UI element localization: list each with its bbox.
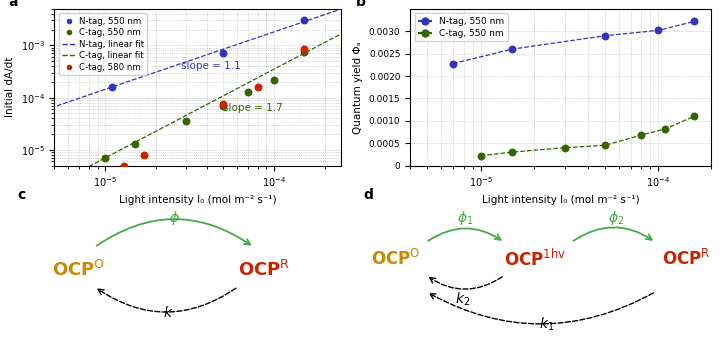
- Text: OCP$^\mathsf{1hv}$: OCP$^\mathsf{1hv}$: [504, 248, 566, 269]
- Point: [129, 141, 141, 147]
- Point: [688, 114, 700, 119]
- Text: $\phi_2$: $\phi_2$: [608, 209, 624, 227]
- Point: [660, 126, 672, 132]
- Point: [652, 27, 664, 33]
- Point: [560, 145, 571, 151]
- Point: [298, 46, 309, 52]
- Point: [506, 46, 518, 52]
- Legend: N-tag, 550 nm, C-tag, 550 nm, N-tag, linear fit, C-tag, linear fit, C-tag, 580 n: N-tag, 550 nm, C-tag, 550 nm, N-tag, lin…: [59, 13, 147, 75]
- Point: [268, 77, 280, 83]
- FancyArrowPatch shape: [98, 288, 236, 312]
- Text: OCP$^\mathsf{O}$: OCP$^\mathsf{O}$: [371, 249, 420, 269]
- Point: [447, 61, 459, 66]
- Text: b: b: [356, 0, 366, 9]
- FancyArrowPatch shape: [97, 219, 250, 246]
- Point: [688, 19, 700, 24]
- Point: [475, 153, 486, 158]
- Text: $k_1$: $k_1$: [539, 316, 555, 333]
- Point: [599, 33, 611, 38]
- Y-axis label: Initial dA/dt: Initial dA/dt: [5, 57, 15, 117]
- Point: [217, 103, 229, 109]
- X-axis label: Light intensity I₀ (mol m⁻² s⁻¹): Light intensity I₀ (mol m⁻² s⁻¹): [482, 195, 640, 205]
- Point: [298, 18, 309, 23]
- Text: OCP$^\mathsf{R}$: OCP$^\mathsf{R}$: [237, 260, 290, 280]
- Text: $\phi_1$: $\phi_1$: [457, 209, 473, 227]
- Text: $k_2$: $k_2$: [454, 291, 470, 308]
- Text: slope = 1.7: slope = 1.7: [223, 103, 283, 113]
- Point: [242, 89, 253, 94]
- FancyArrowPatch shape: [574, 227, 652, 241]
- FancyArrowPatch shape: [428, 229, 501, 241]
- Point: [41, 108, 52, 114]
- Y-axis label: Quantum yield Φₐ: Quantum yield Φₐ: [354, 41, 363, 134]
- Point: [118, 163, 130, 168]
- Text: $\phi$: $\phi$: [169, 209, 179, 227]
- Point: [217, 101, 229, 107]
- Text: slope = 1.1: slope = 1.1: [181, 61, 240, 71]
- Point: [107, 84, 118, 90]
- Text: OCP$^\mathsf{O}$: OCP$^\mathsf{O}$: [52, 260, 105, 280]
- FancyArrowPatch shape: [430, 277, 502, 289]
- Point: [298, 49, 309, 55]
- Point: [139, 152, 150, 158]
- Point: [217, 50, 229, 56]
- Legend: N-tag, 550 nm, C-tag, 550 nm: N-tag, 550 nm, C-tag, 550 nm: [415, 14, 507, 41]
- Point: [506, 149, 518, 155]
- Point: [599, 142, 611, 148]
- Point: [252, 84, 264, 90]
- Text: d: d: [363, 188, 373, 203]
- FancyArrowPatch shape: [430, 293, 653, 324]
- Text: $k$: $k$: [163, 305, 173, 320]
- X-axis label: Light intensity I₀ (mol m⁻² s⁻¹): Light intensity I₀ (mol m⁻² s⁻¹): [119, 195, 277, 205]
- Point: [99, 155, 111, 161]
- Point: [635, 132, 647, 138]
- Text: c: c: [17, 188, 26, 203]
- Point: [180, 119, 192, 124]
- Text: OCP$^\mathsf{R}$: OCP$^\mathsf{R}$: [662, 249, 710, 269]
- Text: a: a: [9, 0, 18, 9]
